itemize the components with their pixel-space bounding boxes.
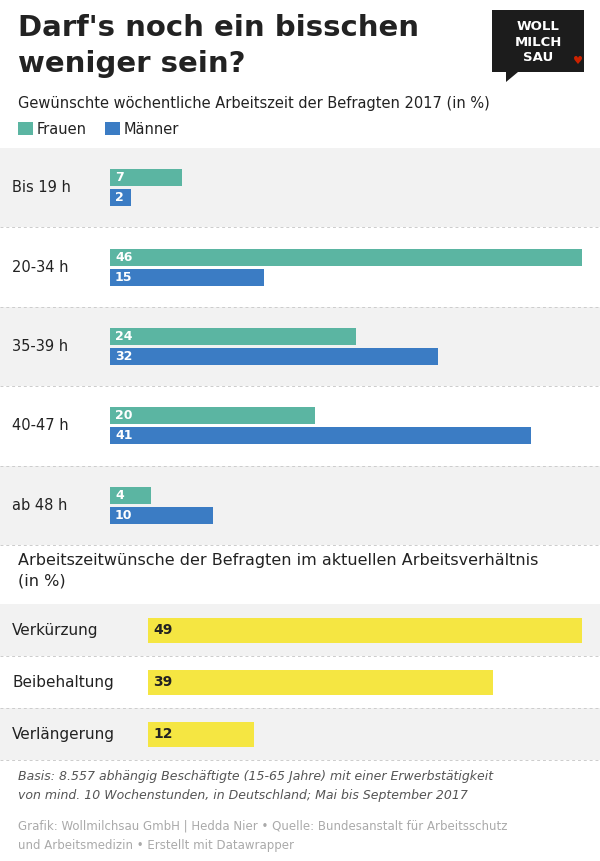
Text: 39: 39 [153, 675, 172, 689]
Text: Frauen: Frauen [37, 122, 87, 137]
Text: WOLL
MILCH
SAU: WOLL MILCH SAU [514, 20, 562, 64]
Bar [110, 269, 264, 286]
Text: Verlängerung: Verlängerung [12, 727, 115, 741]
Bar [0, 604, 600, 656]
Bar [148, 722, 254, 746]
Bar [0, 227, 600, 307]
Text: 46: 46 [115, 251, 133, 263]
Bar [110, 407, 315, 424]
Text: Beibehaltung: Beibehaltung [12, 674, 114, 690]
Bar [0, 466, 600, 545]
Text: (in %): (in %) [18, 573, 65, 588]
Text: 35-39 h: 35-39 h [12, 339, 68, 354]
Text: Männer: Männer [124, 122, 179, 137]
Text: weniger sein?: weniger sein? [18, 50, 245, 78]
Bar [0, 656, 600, 708]
Text: 10: 10 [115, 509, 133, 522]
Bar [110, 170, 182, 186]
Text: 15: 15 [115, 270, 133, 283]
Bar [110, 427, 530, 444]
Bar [110, 249, 582, 265]
Text: ♥: ♥ [573, 56, 583, 66]
Bar [0, 148, 600, 227]
Text: Verkürzung: Verkürzung [12, 623, 98, 637]
Text: Basis: 8.557 abhängig Beschäftigte (15-65 Jahre) mit einer Erwerbstätigkeit
von : Basis: 8.557 abhängig Beschäftigte (15-6… [18, 770, 493, 802]
Text: 4: 4 [115, 489, 124, 502]
Text: Gewünschte wöchentliche Arbeitszeit der Befragten 2017 (in %): Gewünschte wöchentliche Arbeitszeit der … [18, 96, 490, 111]
Bar [110, 328, 356, 345]
Text: ab 48 h: ab 48 h [12, 498, 67, 513]
Text: 20-34 h: 20-34 h [12, 260, 68, 275]
Text: 24: 24 [115, 330, 133, 343]
Text: 2: 2 [115, 191, 124, 204]
Text: 32: 32 [115, 350, 133, 363]
Polygon shape [506, 72, 518, 82]
Bar [110, 486, 151, 504]
Bar [0, 307, 600, 387]
Bar [0, 387, 600, 466]
Text: 7: 7 [115, 171, 124, 184]
Bar [18, 122, 33, 135]
Text: 40-47 h: 40-47 h [12, 418, 68, 433]
Text: Arbeitszeitwünsche der Befragten im aktuellen Arbeitsverhältnis: Arbeitszeitwünsche der Befragten im aktu… [18, 553, 538, 568]
Text: 49: 49 [153, 623, 172, 637]
Text: Grafik: Wollmilchsau GmbH | Hedda Nier • Quelle: Bundesanstalt für Arbeitsschutz: Grafik: Wollmilchsau GmbH | Hedda Nier •… [18, 820, 508, 852]
Bar [110, 507, 212, 523]
Bar [0, 708, 600, 760]
Text: 41: 41 [115, 430, 133, 443]
Bar [148, 670, 493, 695]
Bar [492, 10, 584, 72]
Bar [110, 189, 131, 206]
Text: 12: 12 [153, 727, 173, 741]
Text: Darf's noch ein bisschen: Darf's noch ein bisschen [18, 14, 419, 42]
Bar [105, 122, 120, 135]
Text: 20: 20 [115, 409, 133, 423]
Text: Bis 19 h: Bis 19 h [12, 180, 71, 195]
Bar [148, 617, 582, 642]
Bar [110, 348, 439, 365]
